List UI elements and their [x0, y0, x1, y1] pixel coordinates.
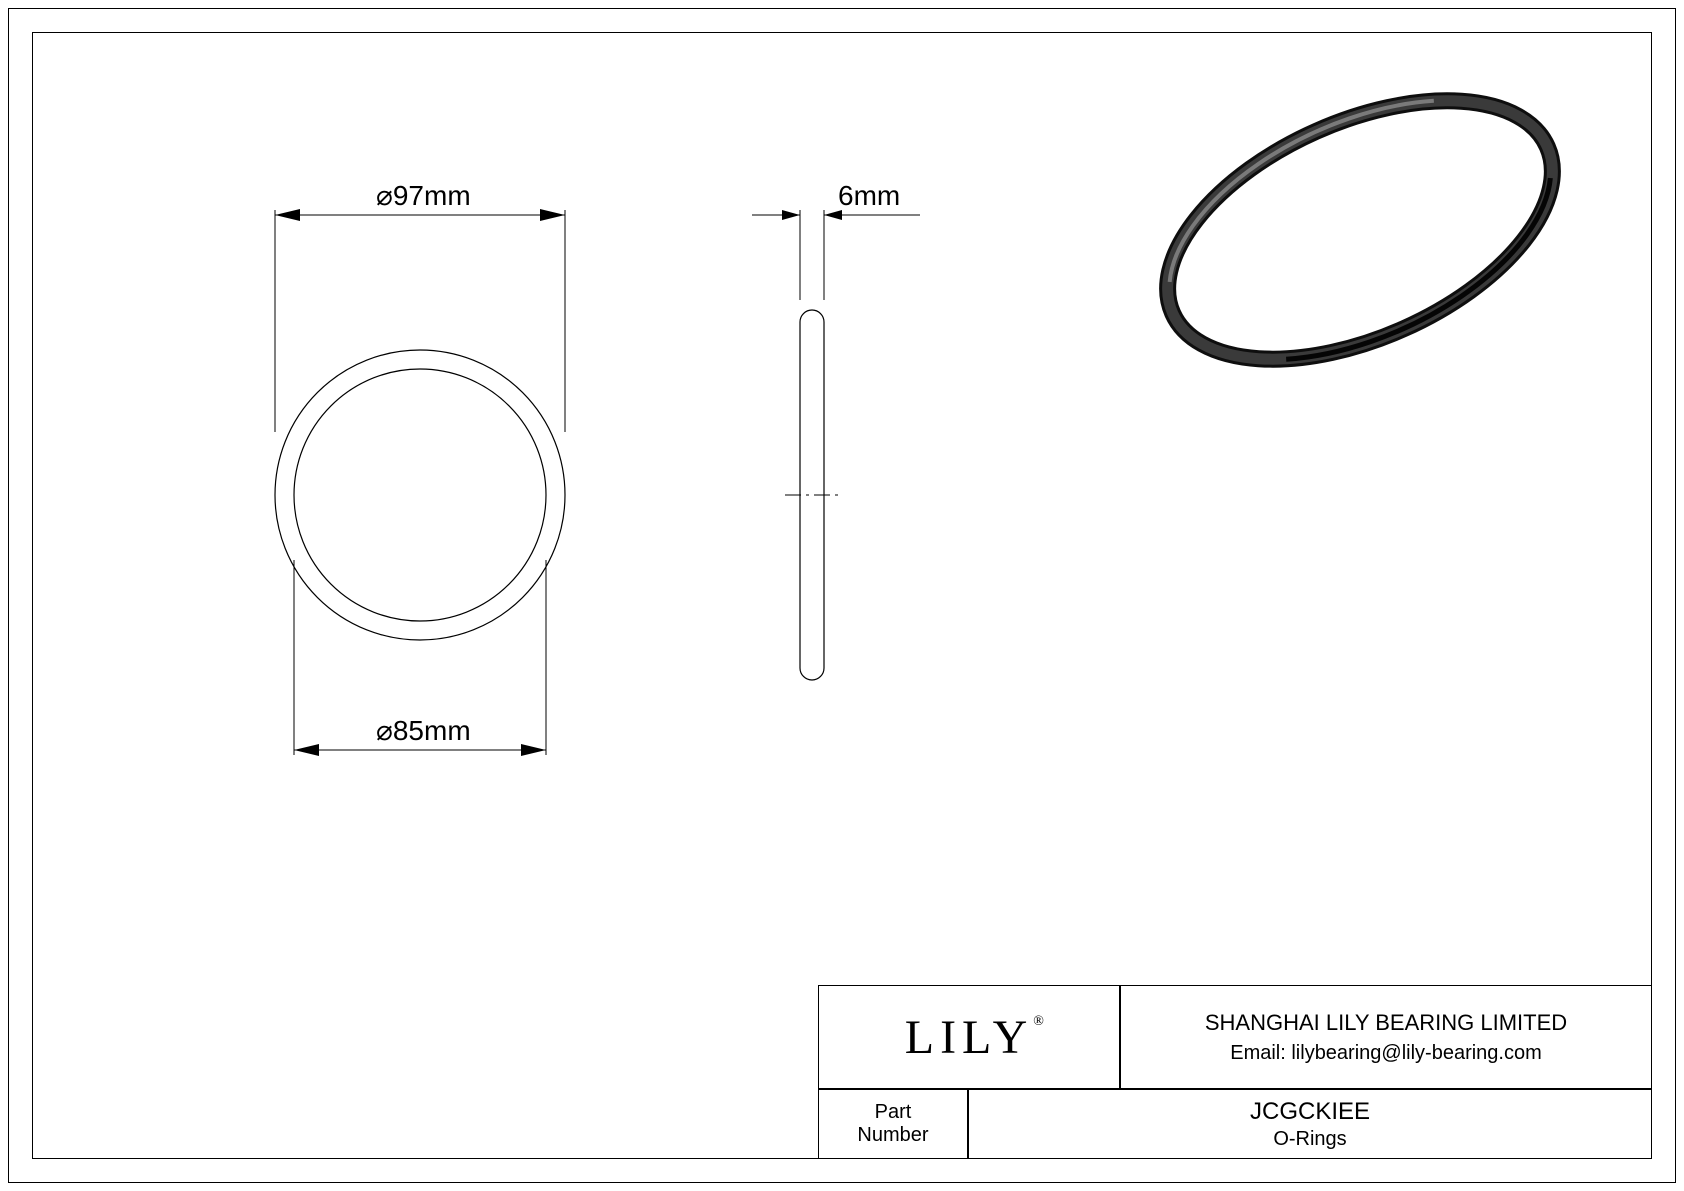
dim-thickness-label: 6mm [838, 180, 900, 211]
iso-view [1129, 48, 1591, 412]
dim-outer-label: ⌀97mm [376, 180, 471, 211]
arrowhead-icon [540, 209, 565, 221]
ring-outer-circle [275, 350, 565, 640]
front-view: ⌀97mm ⌀85mm [275, 180, 565, 756]
arrowhead-icon [824, 210, 842, 220]
company-email: Email: lilybearing@lily-bearing.com [1230, 1042, 1542, 1065]
oring-highlight [1138, 83, 1457, 282]
oring-body [1129, 48, 1591, 412]
registered-icon: ® [1033, 1014, 1044, 1030]
pn-label-line2: Number [857, 1124, 928, 1147]
dim-thickness: 6mm [752, 180, 920, 300]
part-number-value-cell: JCGCKIEE O-Rings [968, 1089, 1652, 1159]
arrowhead-icon [294, 744, 319, 756]
drawing-page: ⌀97mm ⌀85mm [0, 0, 1684, 1191]
part-number-label-cell: Part Number [818, 1089, 968, 1159]
logo-cell: LILY® [818, 985, 1120, 1089]
ring-inner-circle [294, 369, 546, 621]
company-cell: SHANGHAI LILY BEARING LIMITED Email: lil… [1120, 985, 1652, 1089]
company-logo: LILY® [905, 1010, 1033, 1065]
title-block: LILY® SHANGHAI LILY BEARING LIMITED Emai… [818, 985, 1652, 1159]
dim-outer-diameter: ⌀97mm [275, 180, 565, 432]
dim-inner-label: ⌀85mm [376, 715, 471, 746]
pn-label-line1: Part [875, 1101, 912, 1124]
side-view: 6mm [752, 180, 920, 680]
arrowhead-icon [275, 209, 300, 221]
dim-inner-diameter: ⌀85mm [294, 560, 546, 756]
product-name: O-Rings [1273, 1128, 1346, 1151]
company-name: SHANGHAI LILY BEARING LIMITED [1205, 1010, 1567, 1036]
part-number: JCGCKIEE [1250, 1098, 1370, 1126]
arrowhead-icon [782, 210, 800, 220]
arrowhead-icon [521, 744, 546, 756]
oring-shadow [1263, 178, 1582, 377]
logo-text: LILY [905, 1011, 1033, 1064]
